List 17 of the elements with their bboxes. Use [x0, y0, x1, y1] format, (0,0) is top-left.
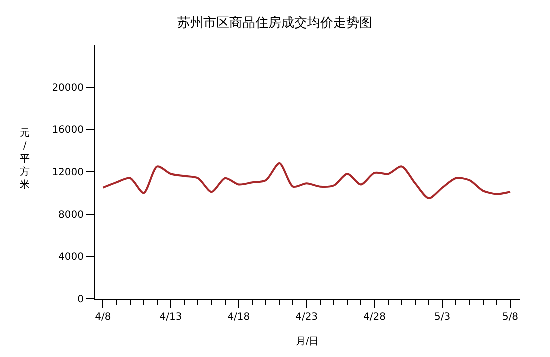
y-tick-label: 16000 — [52, 125, 84, 136]
y-tick-label: 12000 — [52, 168, 84, 178]
y-tick-label: 4000 — [58, 252, 84, 264]
y-axis-title: 元/平方米 — [20, 128, 30, 191]
x-axis-title: 月/日 — [296, 336, 320, 348]
x-tick-label: 4/28 — [363, 312, 386, 323]
y-tick-label: 8000 — [58, 210, 84, 221]
x-tick-label: 5/8 — [502, 312, 519, 323]
x-tick-label: 4/18 — [228, 312, 250, 323]
line-series — [102, 162, 512, 200]
y-tick-label: 20000 — [52, 82, 84, 94]
x-tick-label: 4/23 — [296, 312, 318, 323]
y-tick-label: 0 — [78, 294, 84, 306]
x-tick-label: 5/3 — [434, 312, 451, 323]
x-tick-label: 4/8 — [95, 312, 112, 323]
chart-title: 苏州市区商品住房成交均价走势图 — [178, 14, 372, 31]
x-tick-label: 4/13 — [160, 312, 182, 323]
